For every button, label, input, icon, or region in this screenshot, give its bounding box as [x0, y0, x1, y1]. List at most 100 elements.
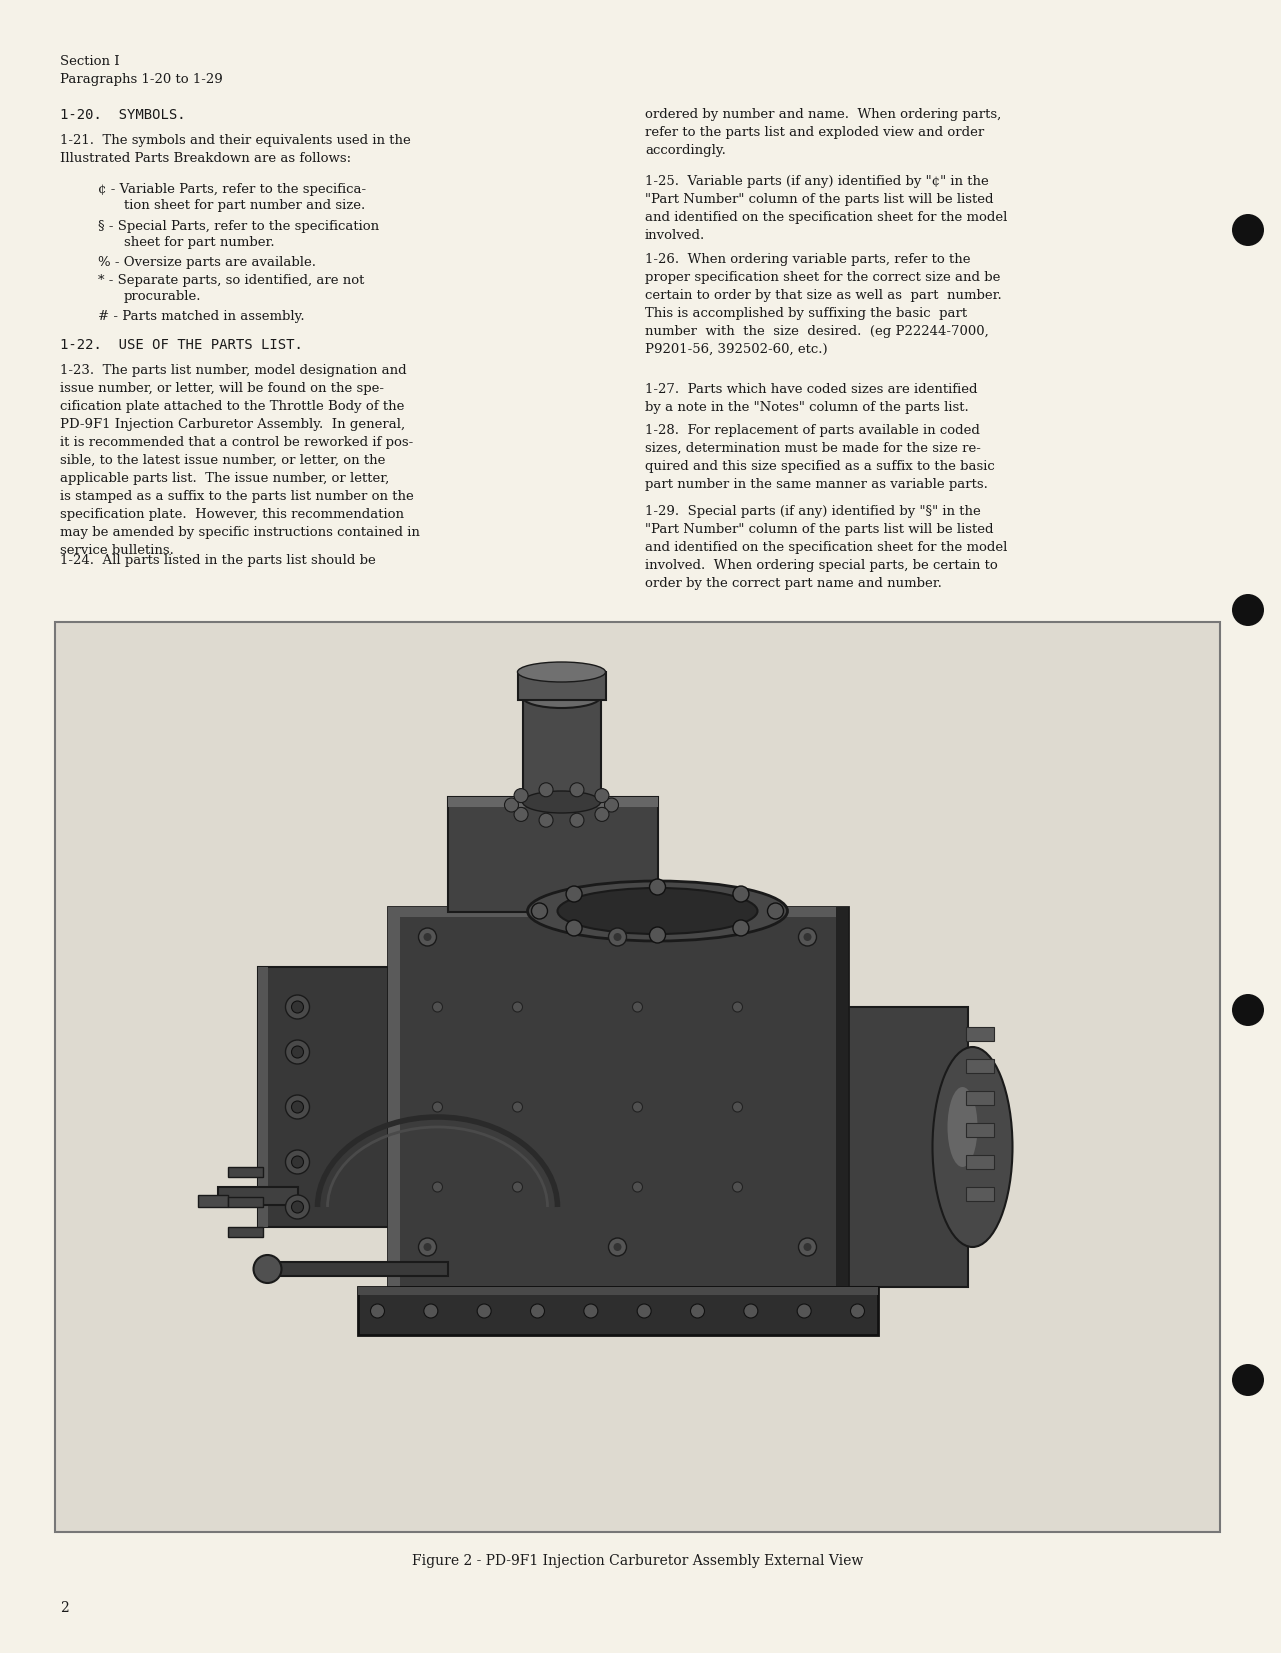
- Bar: [966, 1187, 994, 1202]
- Circle shape: [419, 927, 437, 946]
- Circle shape: [254, 1255, 282, 1283]
- Ellipse shape: [948, 1088, 977, 1167]
- Circle shape: [570, 813, 584, 826]
- Circle shape: [637, 1304, 651, 1317]
- Text: 1-29.  Special parts (if any) identified by "§" in the
"Part Number" column of t: 1-29. Special parts (if any) identified …: [646, 506, 1007, 590]
- Text: 1-21.  The symbols and their equivalents used in the
Illustrated Parts Breakdown: 1-21. The symbols and their equivalents …: [60, 134, 411, 165]
- Circle shape: [292, 1002, 304, 1013]
- Circle shape: [851, 1304, 865, 1317]
- Ellipse shape: [528, 881, 788, 941]
- Bar: [257, 967, 268, 1227]
- Bar: [523, 698, 601, 802]
- Bar: [197, 1195, 228, 1207]
- Text: % - Oversize parts are available.: % - Oversize parts are available.: [99, 256, 316, 269]
- Ellipse shape: [557, 888, 757, 934]
- Circle shape: [798, 1238, 816, 1256]
- Circle shape: [803, 932, 811, 941]
- Circle shape: [292, 1101, 304, 1112]
- Bar: [257, 967, 392, 1227]
- Text: 1-26.  When ordering variable parts, refer to the
proper specification sheet for: 1-26. When ordering variable parts, refe…: [646, 253, 1002, 355]
- Circle shape: [733, 886, 749, 903]
- Circle shape: [433, 1103, 442, 1112]
- Circle shape: [633, 1182, 643, 1192]
- Circle shape: [512, 1002, 523, 1012]
- Bar: [848, 1007, 967, 1288]
- Circle shape: [477, 1304, 491, 1317]
- Circle shape: [608, 927, 626, 946]
- Circle shape: [514, 788, 528, 803]
- Circle shape: [594, 807, 608, 822]
- Circle shape: [767, 903, 784, 919]
- Bar: [218, 1187, 297, 1205]
- Circle shape: [505, 798, 519, 812]
- Circle shape: [566, 886, 582, 903]
- Circle shape: [1232, 1364, 1264, 1397]
- Circle shape: [649, 927, 666, 942]
- Circle shape: [424, 1304, 438, 1317]
- Circle shape: [733, 921, 749, 936]
- Circle shape: [608, 1238, 626, 1256]
- Circle shape: [594, 788, 608, 803]
- Text: tion sheet for part number and size.: tion sheet for part number and size.: [124, 198, 365, 212]
- Circle shape: [614, 932, 621, 941]
- Ellipse shape: [518, 661, 606, 683]
- Circle shape: [566, 921, 582, 936]
- Bar: [228, 1197, 263, 1207]
- Text: Paragraphs 1-20 to 1-29: Paragraphs 1-20 to 1-29: [60, 73, 223, 86]
- Bar: [357, 1288, 877, 1294]
- Circle shape: [539, 813, 553, 826]
- Bar: [387, 907, 848, 917]
- Circle shape: [570, 784, 584, 797]
- Text: § - Special Parts, refer to the specification: § - Special Parts, refer to the specific…: [99, 220, 379, 233]
- Circle shape: [286, 1094, 310, 1119]
- Circle shape: [286, 1040, 310, 1065]
- Circle shape: [1232, 993, 1264, 1027]
- Text: 1-22.  USE OF THE PARTS LIST.: 1-22. USE OF THE PARTS LIST.: [60, 337, 302, 352]
- Text: 1-27.  Parts which have coded sizes are identified
by a note in the "Notes" colu: 1-27. Parts which have coded sizes are i…: [646, 383, 977, 413]
- Text: ordered by number and name.  When ordering parts,
refer to the parts list and ex: ordered by number and name. When orderin…: [646, 107, 1002, 157]
- Text: Figure 2 - PD-9F1 Injection Carburetor Assembly External View: Figure 2 - PD-9F1 Injection Carburetor A…: [412, 1554, 863, 1569]
- Ellipse shape: [933, 1046, 1012, 1246]
- Circle shape: [803, 1243, 811, 1251]
- Text: 1-20.  SYMBOLS.: 1-20. SYMBOLS.: [60, 107, 186, 122]
- Circle shape: [286, 1195, 310, 1218]
- Circle shape: [433, 1002, 442, 1012]
- Circle shape: [733, 1182, 743, 1192]
- Circle shape: [605, 798, 619, 812]
- Bar: [357, 1288, 877, 1336]
- Text: # - Parts matched in assembly.: # - Parts matched in assembly.: [99, 311, 305, 322]
- Text: 1-25.  Variable parts (if any) identified by "¢" in the
"Part Number" column of : 1-25. Variable parts (if any) identified…: [646, 175, 1007, 241]
- Circle shape: [744, 1304, 758, 1317]
- Bar: [447, 797, 657, 912]
- Text: ¢ - Variable Parts, refer to the specifica-: ¢ - Variable Parts, refer to the specifi…: [99, 183, 366, 197]
- Text: sheet for part number.: sheet for part number.: [124, 236, 274, 250]
- Bar: [228, 1227, 263, 1236]
- Bar: [966, 1091, 994, 1104]
- Bar: [835, 907, 848, 1288]
- Circle shape: [539, 784, 553, 797]
- Circle shape: [286, 1150, 310, 1174]
- Circle shape: [433, 1182, 442, 1192]
- Text: 1-23.  The parts list number, model designation and
issue number, or letter, wil: 1-23. The parts list number, model desig…: [60, 364, 420, 557]
- Bar: [966, 1122, 994, 1137]
- Circle shape: [292, 1202, 304, 1213]
- Circle shape: [690, 1304, 705, 1317]
- Circle shape: [733, 1103, 743, 1112]
- Text: procurable.: procurable.: [124, 289, 201, 302]
- Circle shape: [633, 1002, 643, 1012]
- Circle shape: [614, 1243, 621, 1251]
- Circle shape: [370, 1304, 384, 1317]
- Circle shape: [530, 1304, 544, 1317]
- Bar: [966, 1060, 994, 1073]
- Circle shape: [797, 1304, 811, 1317]
- Circle shape: [1232, 593, 1264, 626]
- Circle shape: [1232, 213, 1264, 246]
- Text: Section I: Section I: [60, 55, 119, 68]
- Ellipse shape: [523, 686, 601, 707]
- Ellipse shape: [523, 792, 601, 813]
- Circle shape: [419, 1238, 437, 1256]
- Circle shape: [532, 903, 547, 919]
- Circle shape: [733, 1002, 743, 1012]
- Circle shape: [512, 1182, 523, 1192]
- Bar: [228, 1167, 263, 1177]
